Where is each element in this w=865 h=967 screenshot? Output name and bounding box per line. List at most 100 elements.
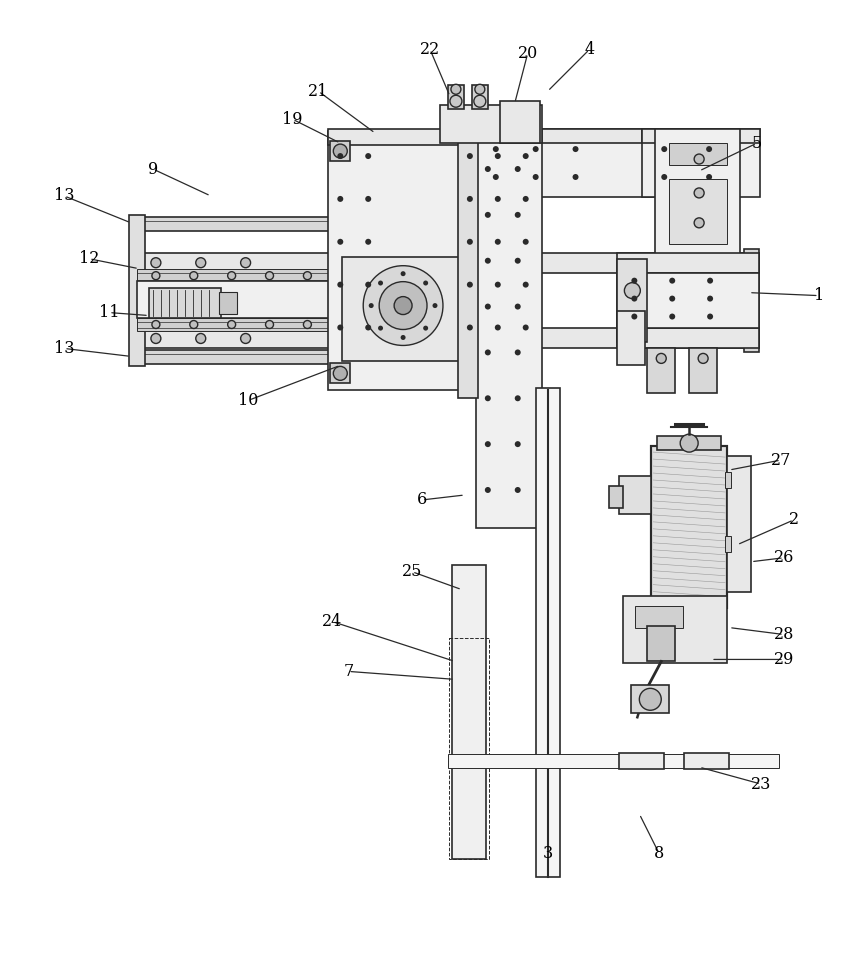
Bar [631, 686, 670, 714]
Bar [670, 143, 727, 165]
Circle shape [337, 325, 343, 331]
Bar [219, 292, 237, 313]
Bar [535, 389, 560, 877]
Circle shape [661, 146, 667, 152]
Bar [689, 348, 717, 394]
Circle shape [631, 296, 638, 302]
Circle shape [670, 296, 676, 302]
Bar [684, 753, 729, 769]
Circle shape [365, 239, 371, 245]
Circle shape [240, 258, 251, 268]
Text: 13: 13 [54, 340, 74, 357]
Bar [618, 310, 645, 366]
Text: 3: 3 [542, 845, 553, 863]
Circle shape [484, 487, 490, 493]
Circle shape [734, 258, 744, 268]
Circle shape [475, 84, 484, 94]
Bar [131, 252, 759, 273]
Circle shape [365, 281, 371, 287]
Circle shape [227, 272, 235, 279]
Text: 5: 5 [752, 134, 762, 152]
Circle shape [515, 349, 521, 356]
Bar [618, 259, 647, 342]
Circle shape [484, 212, 490, 218]
Circle shape [484, 258, 490, 264]
Circle shape [189, 272, 198, 279]
Circle shape [365, 153, 371, 159]
Bar [137, 317, 342, 332]
Bar [449, 637, 489, 859]
Circle shape [657, 353, 666, 364]
Bar [618, 273, 759, 329]
Bar [744, 249, 759, 352]
Circle shape [707, 313, 713, 319]
Text: 4: 4 [585, 41, 594, 58]
Circle shape [423, 326, 428, 331]
Bar [619, 476, 651, 513]
Circle shape [400, 271, 406, 277]
Bar [618, 329, 759, 348]
Text: 22: 22 [420, 41, 440, 58]
Text: 12: 12 [79, 250, 99, 267]
Text: 23: 23 [751, 776, 771, 793]
Circle shape [694, 188, 704, 198]
Bar [618, 252, 759, 273]
Circle shape [573, 174, 579, 180]
Text: 10: 10 [239, 392, 259, 409]
Text: 7: 7 [343, 663, 354, 680]
Text: 24: 24 [322, 613, 343, 630]
Circle shape [698, 353, 708, 364]
Bar [619, 753, 664, 769]
Circle shape [378, 280, 383, 285]
Circle shape [495, 153, 501, 159]
Circle shape [467, 153, 473, 159]
Circle shape [240, 334, 251, 343]
Circle shape [484, 396, 490, 401]
Circle shape [151, 334, 161, 343]
Text: 1: 1 [814, 287, 823, 304]
Circle shape [467, 239, 473, 245]
Circle shape [493, 174, 499, 180]
Circle shape [337, 239, 343, 245]
Bar [500, 102, 540, 143]
Circle shape [368, 303, 374, 308]
Circle shape [661, 174, 667, 180]
Bar [727, 456, 751, 592]
Bar [643, 130, 760, 143]
Text: 13: 13 [54, 188, 74, 204]
Circle shape [484, 349, 490, 356]
Circle shape [266, 320, 273, 329]
Text: 29: 29 [773, 651, 794, 668]
Circle shape [522, 325, 529, 331]
Bar [725, 472, 731, 488]
Circle shape [515, 487, 521, 493]
Bar [476, 130, 541, 528]
Bar [643, 130, 760, 197]
Circle shape [694, 258, 704, 268]
Circle shape [706, 174, 712, 180]
Bar [651, 446, 727, 607]
Circle shape [337, 153, 343, 159]
Bar [656, 130, 740, 259]
Bar [448, 85, 464, 109]
Circle shape [625, 282, 640, 299]
Circle shape [706, 146, 712, 152]
Bar [137, 280, 342, 317]
Text: 2: 2 [789, 512, 799, 528]
Bar [137, 269, 342, 282]
Circle shape [707, 296, 713, 302]
Bar [458, 130, 477, 398]
Circle shape [495, 325, 501, 331]
Circle shape [432, 303, 438, 308]
Bar [636, 605, 683, 628]
Text: 6: 6 [417, 491, 427, 509]
Text: 28: 28 [773, 626, 794, 643]
Bar [131, 329, 759, 348]
Circle shape [694, 334, 704, 343]
Circle shape [493, 146, 499, 152]
Circle shape [378, 326, 383, 331]
Bar [647, 626, 676, 661]
Bar [657, 436, 721, 450]
Circle shape [495, 196, 501, 202]
Circle shape [707, 278, 713, 283]
